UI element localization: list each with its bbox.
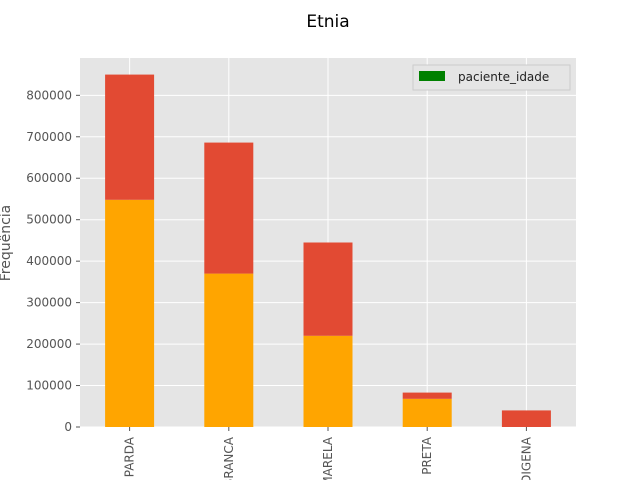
x-tick-label: AMARELA	[321, 436, 335, 480]
bar-top-preta	[402, 392, 452, 399]
y-tick-label: 200000	[26, 337, 72, 351]
x-tick-label: INDIGENA	[519, 436, 533, 480]
y-tick-label: 400000	[26, 254, 72, 268]
bar-top-parda	[105, 74, 155, 200]
x-tick-label: PARDA	[123, 436, 137, 477]
bar-top-amarela	[303, 242, 353, 336]
chart-title: Etnia	[306, 12, 349, 32]
y-tick-label: 100000	[26, 379, 72, 393]
y-axis-label: Frequência	[0, 205, 14, 282]
y-tick-label: 700000	[26, 130, 72, 144]
legend[interactable]: paciente_idade	[412, 64, 571, 91]
x-axis-ticks: PARDA BRANCA AMARELA PRETA INDIGENA	[123, 427, 533, 480]
bar-base-amarela	[303, 335, 353, 427]
x-tick-label: PRETA	[420, 436, 434, 475]
bar-top-branca	[204, 142, 254, 274]
y-tick-label: 800000	[26, 88, 72, 102]
bars	[105, 74, 551, 427]
y-axis-ticks: 0 100000 200000 300000 400000 500000 600000 700…	[26, 88, 80, 434]
bar-base-branca	[204, 273, 254, 427]
x-tick-label: BRANCA	[222, 436, 236, 480]
y-tick-label: 500000	[26, 213, 72, 227]
legend-label: paciente_idade	[458, 70, 549, 84]
bar-base-preta	[402, 398, 452, 427]
y-tick-label: 0	[64, 420, 72, 434]
bar-base-parda	[105, 199, 155, 427]
legend-swatch	[419, 71, 445, 81]
y-tick-label: 600000	[26, 171, 72, 185]
y-tick-label: 300000	[26, 296, 72, 310]
bar-top-indigena	[501, 410, 551, 427]
